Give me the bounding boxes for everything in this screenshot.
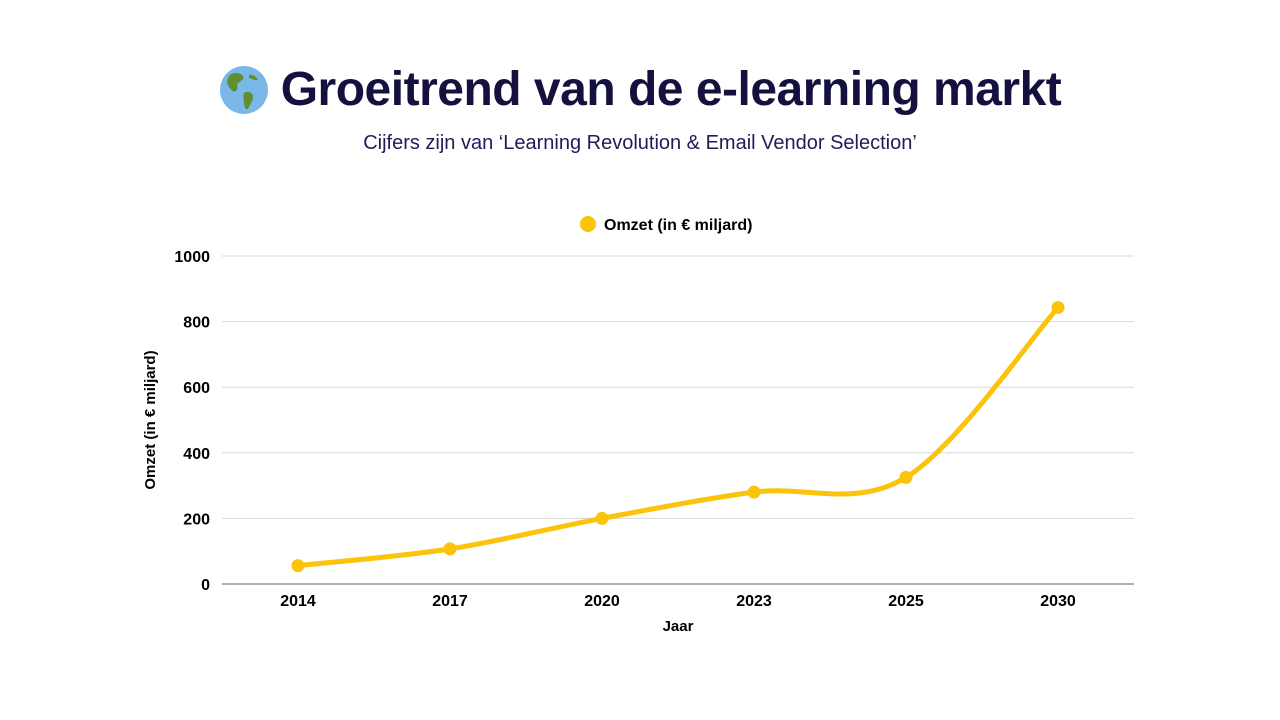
y-tick-label: 800: [183, 315, 210, 332]
y-tick-label: 200: [183, 511, 210, 528]
x-tick-label: 2017: [432, 593, 468, 610]
data-point: [899, 470, 913, 484]
y-axis-title: Omzet (in € miljard): [142, 350, 159, 489]
x-tick-label: 2020: [584, 593, 620, 610]
series-line: [295, 304, 1061, 569]
y-tick-label: 600: [183, 380, 210, 397]
chart-header: Groeitrend van de e-learning markt: [0, 58, 1280, 122]
legend-label: Omzet (in € miljard): [604, 217, 752, 234]
x-tick-label: 2030: [1040, 593, 1076, 610]
x-tick-label: 2014: [280, 593, 316, 610]
data-point: [1051, 300, 1065, 314]
x-axis-title: Jaar: [663, 618, 694, 635]
page-subtitle: Cijfers zijn van ‘Learning Revolution & …: [363, 132, 917, 154]
x-tick-label: 2023: [736, 593, 772, 610]
data-point: [747, 485, 761, 499]
legend-marker: [580, 216, 596, 232]
page-title: Groeitrend van de e-learning markt: [280, 63, 1062, 116]
x-tick-label: 2025: [888, 593, 924, 610]
y-tick-label: 0: [201, 577, 210, 594]
data-point: [595, 511, 609, 525]
globe-icon: [219, 66, 268, 114]
data-point: [443, 542, 457, 556]
y-tick-label: 400: [183, 446, 210, 463]
y-tick-label: 1000: [174, 249, 210, 266]
data-point: [291, 559, 305, 573]
